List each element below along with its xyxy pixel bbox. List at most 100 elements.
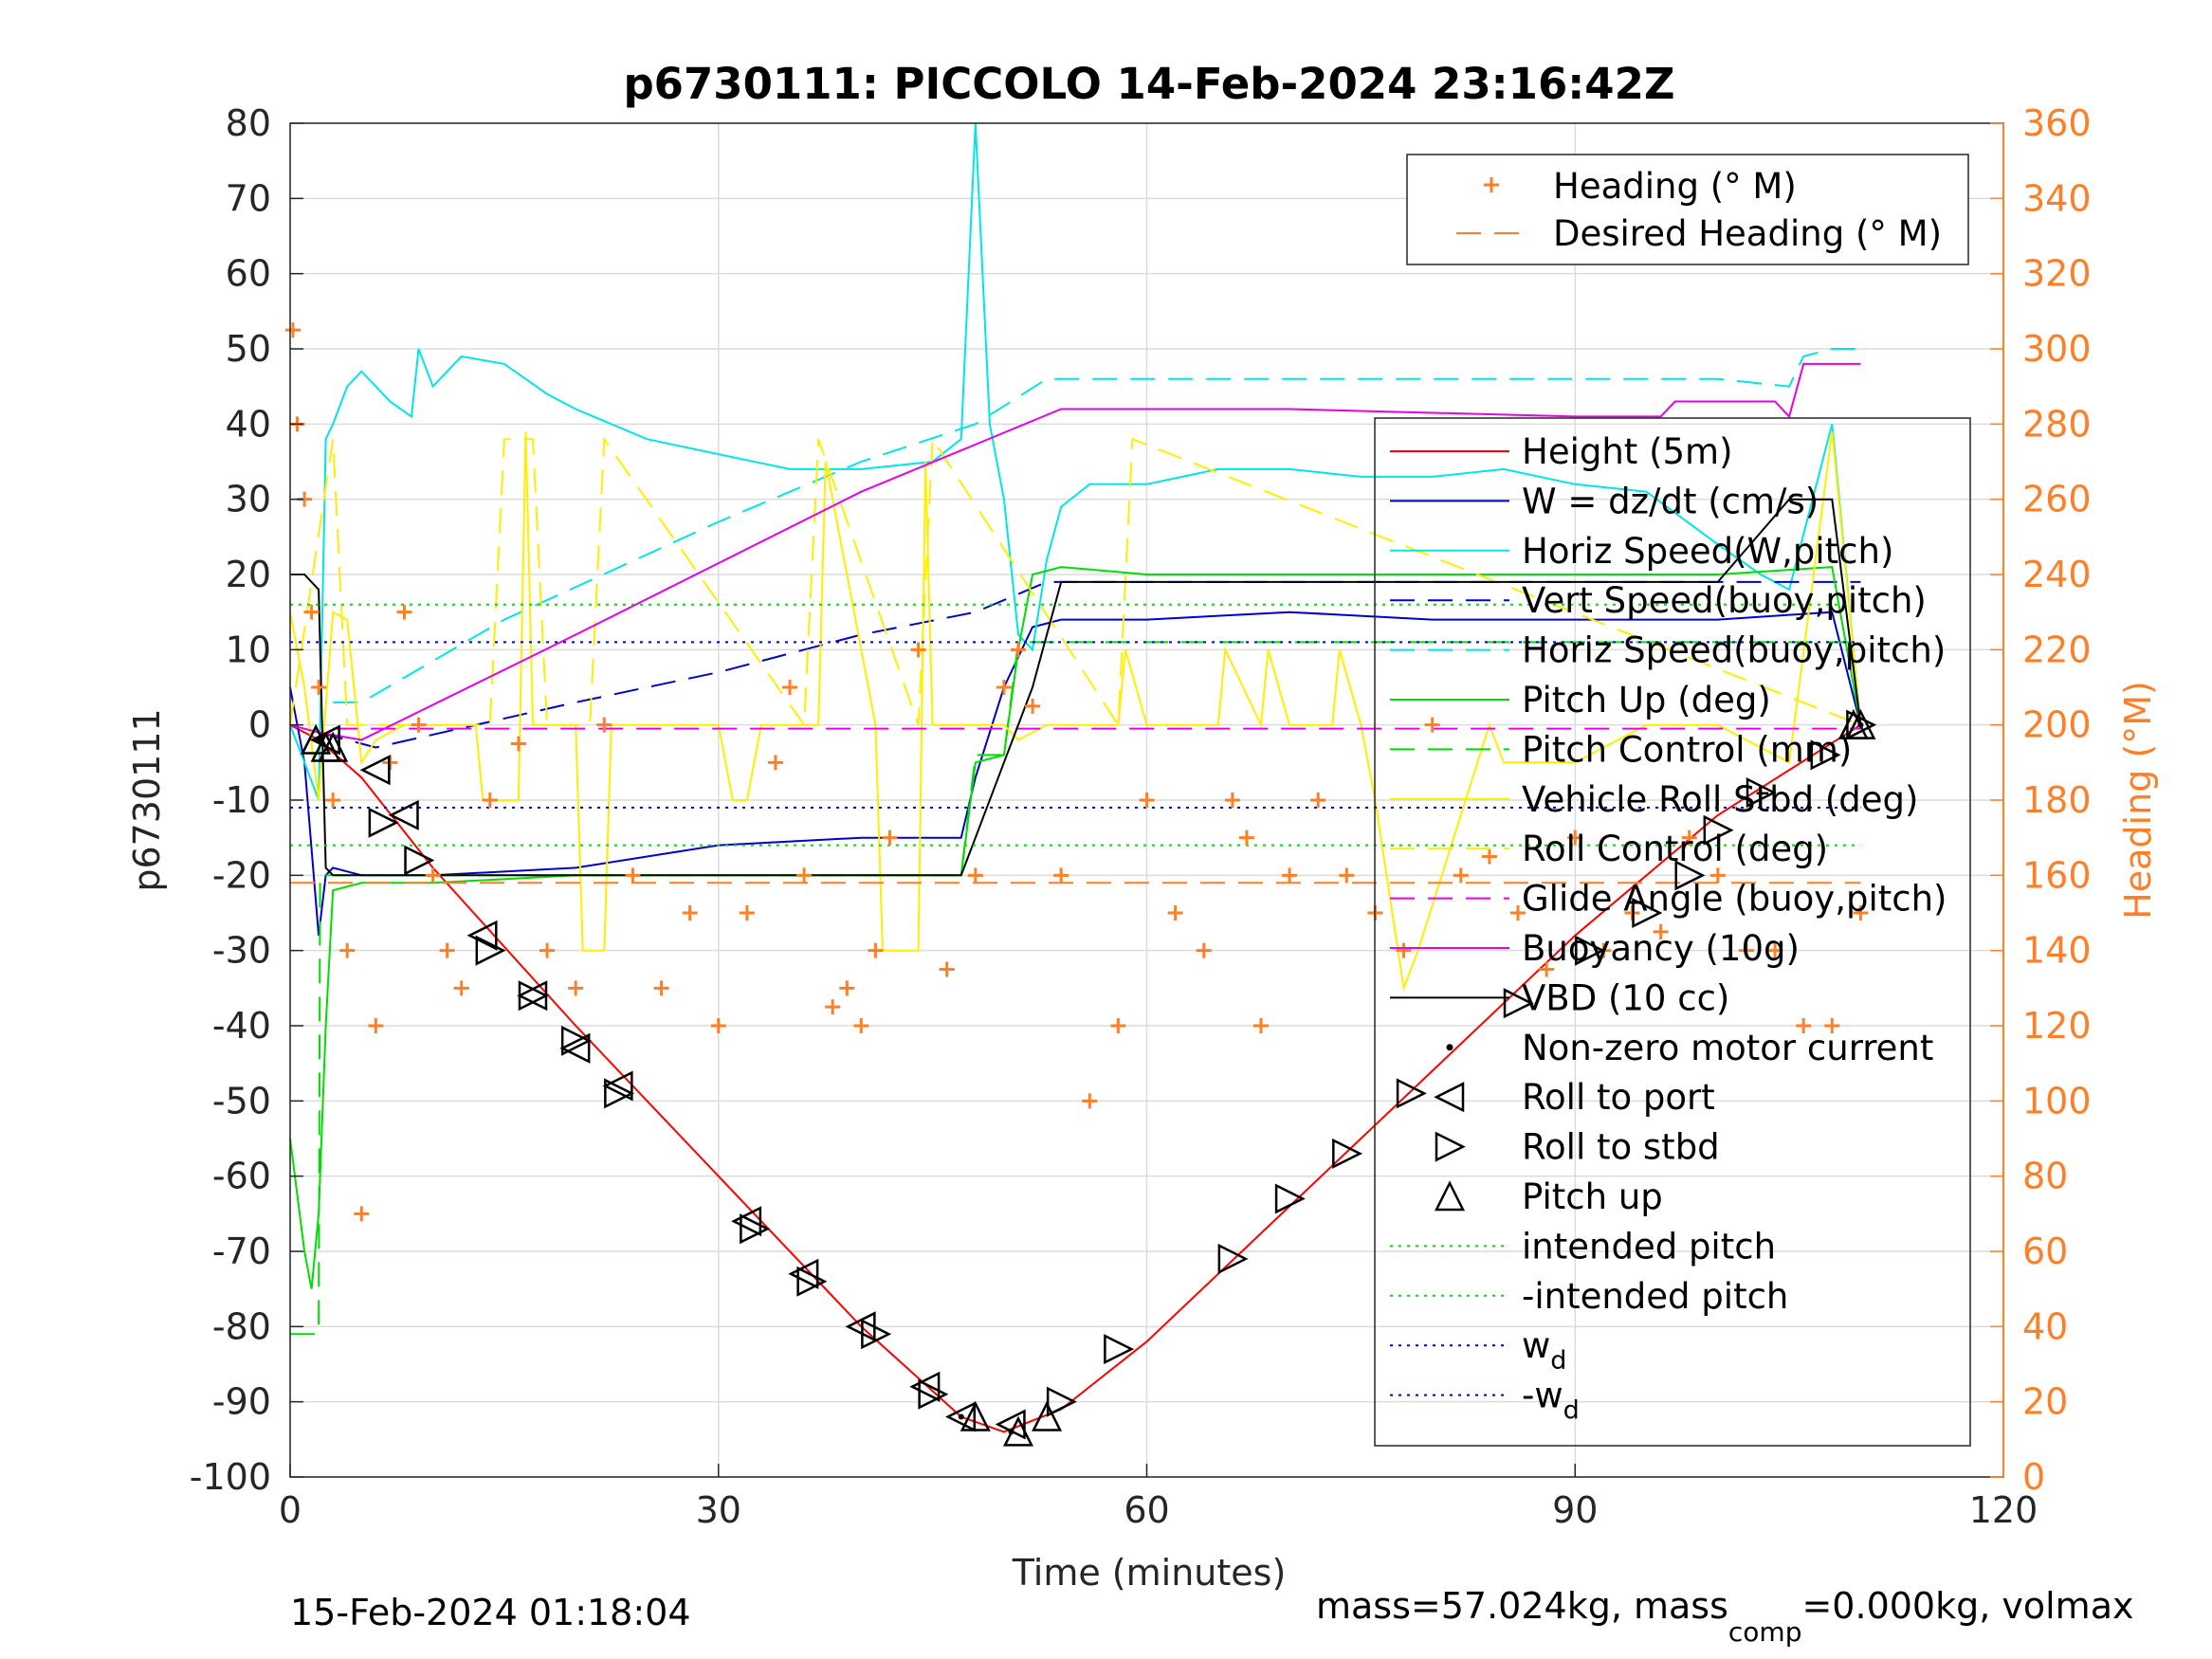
legend-entry-15: Pitch up bbox=[1522, 1176, 1663, 1217]
heading-point-56 bbox=[1510, 905, 1526, 921]
tick-label-y2-10: 160 bbox=[2022, 854, 2092, 896]
legend-entry-1: W = dz/dt (cm/s) bbox=[1522, 481, 1819, 521]
footer-mass-b: =0.000kg, volmax bbox=[1801, 1585, 2133, 1627]
heading-point-53 bbox=[1424, 717, 1440, 733]
legend-heading-entry-1: Desired Heading (° M) bbox=[1553, 213, 1942, 254]
tick-label-y2-13: 100 bbox=[2022, 1080, 2092, 1121]
heading-point-52 bbox=[1396, 942, 1412, 958]
motor-dot-1 bbox=[958, 1413, 964, 1420]
heading-point-50 bbox=[1339, 867, 1355, 884]
roll-stbd-marker-18 bbox=[1632, 897, 1663, 929]
tick-label-y-15: -70 bbox=[212, 1231, 271, 1272]
roll-stbd-marker-12 bbox=[1217, 1243, 1249, 1274]
heading-point-30 bbox=[853, 1018, 869, 1033]
tick-label-y2-18: 0 bbox=[2022, 1456, 2045, 1498]
roll-stbd-marker-10 bbox=[1046, 1386, 1077, 1417]
heading-point-11 bbox=[411, 717, 427, 733]
heading-point-66 bbox=[1796, 1018, 1812, 1033]
pitch-up-marker-3 bbox=[960, 1400, 991, 1431]
roll-stbd-marker-16 bbox=[1503, 988, 1534, 1019]
tick-label-y2-7: 220 bbox=[2022, 629, 2092, 670]
tick-label-y2-2: 320 bbox=[2022, 253, 2092, 295]
heading-point-68 bbox=[1853, 905, 1869, 921]
roll-port-marker-8 bbox=[788, 1258, 819, 1289]
motor-dot-0 bbox=[316, 737, 322, 743]
heading-point-38 bbox=[1025, 698, 1041, 714]
pitch-up-marker-7 bbox=[1845, 708, 1876, 739]
heading-point-0 bbox=[285, 322, 302, 338]
heading-point-65 bbox=[1767, 942, 1783, 958]
heading-point-46 bbox=[1238, 830, 1254, 846]
legend-entry-13: Roll to port bbox=[1522, 1077, 1715, 1118]
tick-label-y-1: 70 bbox=[226, 177, 271, 219]
heading-point-24 bbox=[739, 905, 755, 921]
legend-symbol-15 bbox=[1434, 1180, 1466, 1212]
tick-label-y2-17: 20 bbox=[2022, 1381, 2068, 1423]
heading-point-15 bbox=[482, 793, 498, 808]
roll-port-marker-10 bbox=[909, 1371, 941, 1402]
roll-port-marker-3 bbox=[466, 920, 498, 951]
heading-point-64 bbox=[1738, 942, 1754, 958]
legend-entry-8: Roll Control (deg) bbox=[1522, 829, 1828, 869]
heading-point-7 bbox=[354, 1206, 370, 1222]
heading-point-4 bbox=[311, 680, 327, 695]
tick-label-y2-11: 140 bbox=[2022, 930, 2092, 972]
tick-label-y-7: 10 bbox=[226, 629, 271, 670]
roll-stbd-marker-21 bbox=[1746, 777, 1777, 809]
legend-entry-5: Pitch Up (deg) bbox=[1522, 680, 1771, 720]
tick-label-y2-3: 300 bbox=[2022, 328, 2092, 370]
heading-point-3 bbox=[303, 604, 320, 620]
tick-label-y-11: -30 bbox=[212, 930, 271, 972]
tick-label-y2-9: 180 bbox=[2022, 779, 2092, 821]
legend-entry-6: Pitch Control (mm) bbox=[1522, 729, 1852, 770]
heading-point-33 bbox=[910, 642, 926, 658]
roll-stbd-marker-4 bbox=[560, 1025, 592, 1056]
heading-point-20 bbox=[625, 867, 641, 884]
legend-entry-9: Glide Angle (buoy,pitch) bbox=[1522, 879, 1947, 920]
marker-layer bbox=[301, 708, 1877, 1447]
tick-label-y-6: 20 bbox=[226, 554, 271, 595]
y2-axis-label: Heading (°M) bbox=[2117, 681, 2159, 920]
heading-point-27 bbox=[796, 867, 813, 884]
heading-point-61 bbox=[1653, 923, 1669, 939]
legend-entry-2: Horiz Speed(W,pitch) bbox=[1522, 531, 1893, 572]
footer-mass: mass=57.024kg, masscomp=0.000kg, volmax bbox=[1316, 1585, 2133, 1648]
series-line-10 bbox=[289, 362, 1861, 741]
heading-point-18 bbox=[568, 980, 584, 996]
roll-stbd-marker-22 bbox=[1810, 739, 1841, 771]
heading-point-26 bbox=[782, 680, 798, 695]
legend-heading-box bbox=[1406, 154, 1969, 265]
legend-heading-entry-0: Heading (° M) bbox=[1553, 166, 1797, 207]
heading-point-36 bbox=[996, 680, 1012, 695]
heading-point-16 bbox=[510, 736, 526, 752]
heading-point-8 bbox=[368, 1018, 384, 1033]
legend-entry-16: intended pitch bbox=[1522, 1226, 1776, 1267]
heading-point-35 bbox=[967, 867, 983, 884]
roll-stbd-marker-17 bbox=[1575, 935, 1606, 966]
series-line-4 bbox=[333, 348, 1861, 703]
roll-port-marker-7 bbox=[731, 1206, 762, 1237]
heading-point-42 bbox=[1139, 793, 1155, 808]
heading-point-10 bbox=[396, 604, 412, 620]
roll-stbd-marker-9 bbox=[918, 1378, 949, 1410]
tick-label-x-0: 0 bbox=[279, 1489, 302, 1531]
heading-point-29 bbox=[839, 980, 855, 996]
legend-symbol-12 bbox=[1446, 1044, 1453, 1051]
heading-point-58 bbox=[1567, 830, 1583, 846]
heading-point-34 bbox=[939, 961, 955, 977]
heading-point-23 bbox=[710, 1018, 726, 1033]
heading-point-6 bbox=[339, 942, 356, 958]
heading-point-63 bbox=[1709, 867, 1726, 884]
legend-heading: Heading (° M) Desired Heading (° M) bbox=[1406, 154, 1969, 265]
tick-label-y-0: 80 bbox=[226, 102, 271, 144]
heading-point-37 bbox=[1010, 642, 1026, 658]
tick-label-y-14: -60 bbox=[212, 1156, 271, 1197]
heading-point-40 bbox=[1082, 1093, 1098, 1109]
x-axis-label: Time (minutes) bbox=[1012, 1552, 1287, 1594]
roll-stbd-marker-14 bbox=[1332, 1138, 1363, 1169]
tick-label-y-3: 50 bbox=[226, 328, 271, 370]
roll-stbd-marker-8 bbox=[861, 1319, 892, 1350]
motor-dot-3 bbox=[1857, 721, 1864, 728]
roll-stbd-marker-6 bbox=[740, 1213, 771, 1245]
tick-label-y2-14: 80 bbox=[2022, 1156, 2068, 1197]
